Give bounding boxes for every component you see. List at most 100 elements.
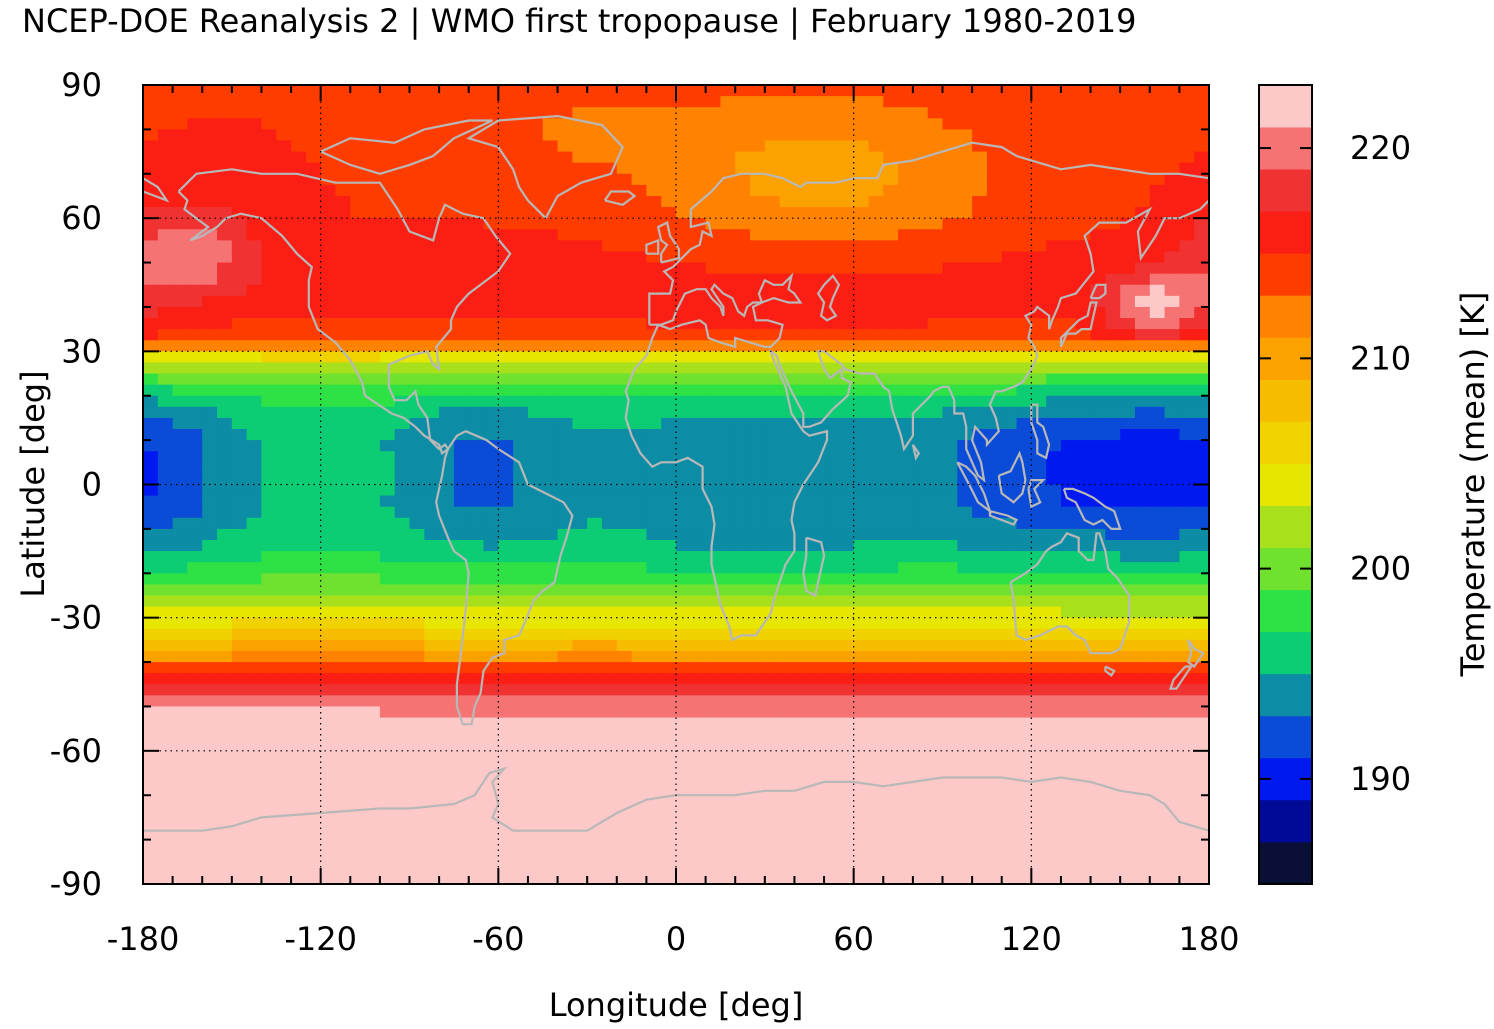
heatmap-cell <box>542 739 559 752</box>
heatmap-cell <box>601 173 618 186</box>
heatmap-cell <box>424 839 440 852</box>
heatmap-cell <box>868 417 884 430</box>
heatmap-cell <box>690 318 707 330</box>
heatmap-cell <box>616 650 633 663</box>
heatmap-cell <box>779 728 796 741</box>
heatmap-cell <box>231 773 248 785</box>
heatmap-cell <box>1120 240 1136 253</box>
heatmap-cell <box>1090 195 1106 208</box>
heatmap-cell <box>1060 329 1077 341</box>
heatmap-cell <box>527 728 544 741</box>
heatmap-cell <box>587 406 603 419</box>
heatmap-cell <box>957 706 973 719</box>
heatmap-cell <box>1046 306 1062 319</box>
heatmap-cell <box>779 462 796 475</box>
heatmap-cell <box>764 184 781 197</box>
heatmap-cell <box>764 373 781 386</box>
heatmap-cell <box>883 717 899 730</box>
heatmap-cell <box>587 662 603 674</box>
heatmap-cell <box>468 417 485 430</box>
heatmap-cell <box>320 306 337 319</box>
heatmap-cell <box>676 395 692 408</box>
heatmap-cell <box>424 329 440 341</box>
heatmap-cell <box>661 207 677 219</box>
heatmap-cell <box>187 573 203 585</box>
heatmap-cell <box>957 539 973 552</box>
heatmap-cell <box>735 107 751 119</box>
heatmap-cell <box>735 650 751 663</box>
heatmap-cell <box>439 673 455 685</box>
heatmap-cell <box>276 85 292 97</box>
heatmap-cell <box>424 184 440 197</box>
heatmap-cell <box>631 628 647 641</box>
heatmap-cell <box>927 406 944 419</box>
heatmap-cell <box>838 451 855 463</box>
heatmap-cell <box>779 451 796 463</box>
heatmap-cell <box>1194 362 1209 375</box>
heatmap-cell <box>187 218 203 230</box>
heatmap-cell <box>705 650 722 663</box>
heatmap-cell <box>942 695 958 708</box>
heatmap-cell <box>883 262 899 275</box>
heatmap-cell <box>1031 207 1047 219</box>
heatmap-cell <box>350 118 366 130</box>
heatmap-cell <box>320 295 337 308</box>
heatmap-cell <box>838 750 855 763</box>
heatmap-cell <box>1134 362 1151 375</box>
heatmap-cell <box>527 306 544 319</box>
heatmap-cell <box>335 817 351 830</box>
heatmap-cell <box>809 140 825 153</box>
heatmap-cell <box>365 562 381 574</box>
heatmap-cell <box>1031 85 1047 97</box>
heatmap-cell <box>631 462 647 475</box>
heatmap-cell <box>794 739 810 752</box>
heatmap-cell <box>468 118 485 130</box>
heatmap-cell <box>572 806 588 819</box>
heatmap-cell <box>1120 573 1136 585</box>
heatmap-cell <box>1105 828 1121 841</box>
heatmap-cell <box>542 384 559 397</box>
heatmap-cell <box>883 451 899 463</box>
heatmap-cell <box>143 429 159 441</box>
heatmap-cell <box>1016 484 1032 497</box>
heatmap-cell <box>261 628 277 641</box>
heatmap-cell <box>690 351 707 364</box>
heatmap-cell <box>661 650 677 663</box>
heatmap-cell <box>557 806 573 819</box>
heatmap-cell <box>217 85 233 97</box>
heatmap-cell <box>1149 451 1166 463</box>
heatmap-cell <box>527 795 544 807</box>
heatmap-cell <box>912 639 929 652</box>
heatmap-cell <box>972 617 988 630</box>
heatmap-cell <box>631 96 647 108</box>
heatmap-cell <box>1194 617 1209 630</box>
heatmap-cell <box>513 162 529 175</box>
heatmap-cell <box>305 218 322 230</box>
heatmap-cell <box>676 628 692 641</box>
heatmap-cell <box>705 207 722 219</box>
heatmap-cell <box>1134 806 1151 819</box>
heatmap-cell <box>690 806 707 819</box>
heatmap-cell <box>409 662 425 674</box>
heatmap-cell <box>750 795 766 807</box>
heatmap-cell <box>202 728 218 741</box>
heatmap-cell <box>1031 262 1047 275</box>
heatmap-cell <box>394 761 411 774</box>
heatmap-cell <box>631 773 647 785</box>
heatmap-cell <box>276 262 292 275</box>
heatmap-cell <box>809 96 825 108</box>
heatmap-cell <box>1001 451 1018 463</box>
heatmap-cell <box>320 828 337 841</box>
heatmap-cell <box>217 384 233 397</box>
heatmap-cell <box>513 673 529 685</box>
heatmap-cell <box>217 129 233 142</box>
heatmap-cell <box>927 495 944 508</box>
heatmap-cell <box>187 85 203 97</box>
heatmap-cell <box>927 429 944 441</box>
heatmap-cell <box>779 207 796 219</box>
heatmap-cell <box>217 184 233 197</box>
heatmap-cell <box>483 295 499 308</box>
heatmap-cell <box>587 761 603 774</box>
heatmap-cell <box>676 684 692 696</box>
heatmap-cell <box>172 806 189 819</box>
